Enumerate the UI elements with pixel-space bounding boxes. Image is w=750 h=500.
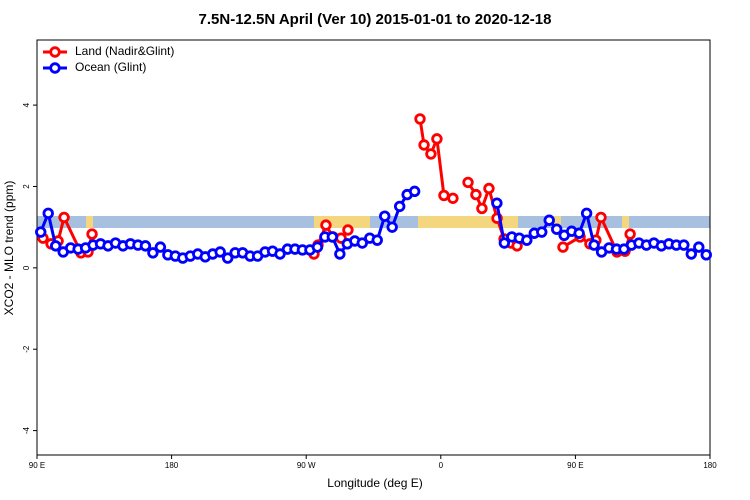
point bbox=[414, 113, 426, 125]
point bbox=[49, 240, 62, 252]
point bbox=[379, 210, 391, 222]
y-axis-label: XCO2 - MLO trend (ppm) bbox=[2, 181, 16, 316]
point bbox=[371, 234, 383, 246]
point bbox=[693, 241, 705, 253]
point bbox=[425, 148, 437, 160]
series-line bbox=[418, 118, 454, 200]
point bbox=[418, 139, 430, 151]
point bbox=[483, 182, 495, 195]
point bbox=[58, 211, 70, 224]
point bbox=[678, 239, 690, 251]
point bbox=[221, 252, 234, 264]
point bbox=[521, 234, 533, 246]
x-tick-label: 90 W bbox=[297, 461, 316, 470]
point bbox=[86, 228, 98, 240]
point bbox=[536, 226, 548, 238]
point bbox=[393, 200, 406, 213]
point bbox=[147, 247, 159, 259]
point bbox=[470, 188, 482, 201]
point bbox=[386, 221, 398, 233]
point bbox=[42, 207, 54, 220]
chart-title: 7.5N-12.5N April (Ver 10) 2015-01-01 to … bbox=[199, 11, 552, 28]
y-tick-label: 2 bbox=[22, 184, 31, 189]
x-tick-label: 0 bbox=[439, 461, 444, 470]
point bbox=[447, 192, 459, 204]
point bbox=[334, 248, 346, 260]
point bbox=[320, 219, 332, 231]
point bbox=[408, 185, 421, 198]
plot-frame bbox=[36, 39, 711, 456]
point bbox=[685, 248, 698, 260]
point bbox=[595, 211, 607, 224]
map-band bbox=[37, 216, 710, 228]
point bbox=[462, 176, 474, 189]
point bbox=[154, 241, 167, 253]
x-tick-label: 180 bbox=[165, 461, 179, 470]
point bbox=[557, 241, 569, 253]
point bbox=[214, 246, 226, 258]
point bbox=[35, 226, 47, 238]
point bbox=[431, 133, 443, 145]
point bbox=[573, 227, 585, 239]
point bbox=[700, 249, 712, 261]
point bbox=[580, 207, 593, 220]
x-tick-label: 180 bbox=[703, 461, 717, 470]
point bbox=[139, 240, 152, 252]
point bbox=[543, 214, 555, 226]
point bbox=[491, 197, 503, 209]
point bbox=[326, 231, 339, 243]
point bbox=[624, 228, 636, 240]
point bbox=[551, 223, 563, 235]
y-tick-label: 4 bbox=[22, 102, 31, 107]
point bbox=[498, 237, 511, 249]
point bbox=[588, 239, 600, 251]
legend-label: Ocean (Glint) bbox=[75, 60, 146, 74]
x-axis-label: Longitude (deg E) bbox=[327, 476, 422, 490]
point bbox=[274, 248, 286, 260]
legend-marker bbox=[49, 46, 61, 58]
point bbox=[311, 241, 324, 253]
point bbox=[356, 237, 368, 249]
y-tick-label: 0 bbox=[22, 265, 31, 270]
legend-marker bbox=[49, 62, 61, 74]
y-tick-label: -2 bbox=[22, 345, 31, 353]
x-tick-label: 90 E bbox=[567, 461, 583, 470]
point bbox=[342, 224, 354, 236]
legend-label: Land (Nadir&Glint) bbox=[75, 44, 174, 58]
x-tick-label: 90 E bbox=[29, 461, 45, 470]
y-tick-label: -4 bbox=[22, 426, 31, 434]
point bbox=[438, 189, 450, 202]
point bbox=[476, 202, 488, 215]
